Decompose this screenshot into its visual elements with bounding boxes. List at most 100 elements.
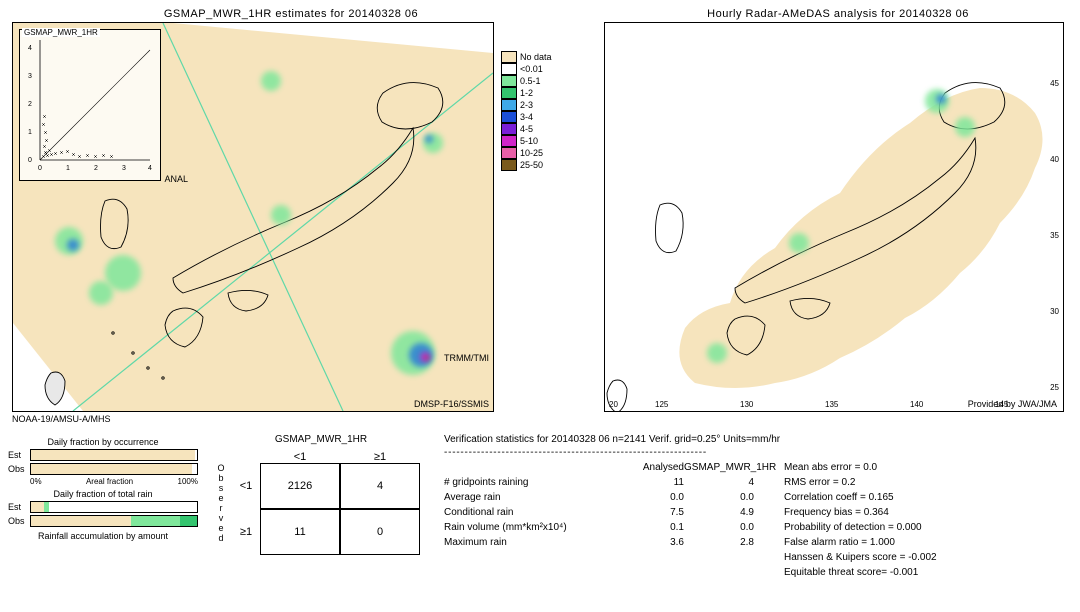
bar-segment [131, 516, 181, 526]
lon-tick: 130 [740, 400, 753, 409]
bar-tot-obs-track [30, 515, 198, 527]
bar-occ-est-fill [31, 450, 195, 460]
bar-segment [44, 502, 49, 512]
stats-cell: 4.9 [684, 507, 754, 518]
lon-tick: 135 [825, 400, 838, 409]
stats-right: Mean abs error = 0.0RMS error = 0.2Corre… [784, 462, 937, 578]
stats-cell: 3.6 [614, 537, 684, 548]
lat-tick: 40 [1050, 155, 1059, 164]
stats-table: Analysed GSMAP_MWR_1HR # gridpoints rain… [444, 462, 754, 548]
stats-header: Verification statistics for 20140328 06 … [444, 434, 1072, 445]
bar-tot-est: Est [8, 501, 198, 513]
bar-segment [31, 502, 44, 512]
ct-row1: <1 [232, 463, 260, 509]
lon-tick: 125 [655, 400, 668, 409]
stats-cell: # gridpoints raining [444, 477, 614, 488]
stats-cell: 0.0 [614, 492, 684, 503]
stats-cell: Conditional rain [444, 507, 614, 518]
svg-text:4: 4 [28, 45, 32, 52]
stats-cell: 0.0 [684, 522, 754, 533]
bar-tot-title: Daily fraction of total rain [8, 489, 198, 499]
bar-tot-obs: Obs [8, 515, 198, 527]
bar-est-label2: Est [8, 502, 30, 512]
right-map-svg [605, 23, 1063, 411]
lon-tick: 145 [995, 400, 1008, 409]
stats-block: Verification statistics for 20140328 06 … [444, 434, 1072, 578]
ct-c12: 4 [340, 463, 420, 509]
stats-col-an: Analysed [614, 462, 684, 473]
annot-trmm: TRMM/TMI [444, 353, 489, 363]
svg-text:3: 3 [122, 165, 126, 172]
ct-c22: 0 [340, 509, 420, 555]
scale-mid: Areal fraction [86, 477, 133, 486]
stats-cell: Average rain [444, 492, 614, 503]
right-map: Provided by JWA/JMA 12513013514014545403… [604, 22, 1064, 412]
scale-right: 100% [178, 477, 198, 486]
left-map-wrap: GSMAP_MWR_1HR estimates for 20140328 06 [8, 8, 574, 424]
bar-segment [31, 516, 131, 526]
stats-cell: 7.5 [614, 507, 684, 518]
stats-col-gs: GSMAP_MWR_1HR [684, 462, 754, 473]
lat-tick: 20 [609, 400, 618, 409]
stats-score: False alarm ratio = 1.000 [784, 537, 937, 548]
bars-block: Daily fraction by occurrence Est Obs 0% … [8, 434, 198, 543]
legend-item: 2-3 [501, 99, 571, 111]
stats-cell: Rain volume (mm*km²x10⁴) [444, 522, 614, 533]
svg-text:2: 2 [28, 101, 32, 108]
svg-text:1: 1 [66, 165, 70, 172]
svg-text:2: 2 [94, 165, 98, 172]
scale-left: 0% [30, 477, 42, 486]
ct-c21: 11 [260, 509, 340, 555]
ct-title: GSMAP_MWR_1HR [216, 434, 426, 445]
svg-text:1: 1 [28, 129, 32, 136]
bar-acc-title: Rainfall accumulation by amount [8, 531, 198, 541]
bar-est-label: Est [8, 450, 30, 460]
stats-cell: 0.1 [614, 522, 684, 533]
svg-text:0: 0 [28, 157, 32, 164]
legend-item: 4-5 [501, 123, 571, 135]
lat-tick: 30 [1050, 307, 1059, 316]
stats-score: Correlation coeff = 0.165 [784, 492, 937, 503]
legend-item: 10-25 [501, 147, 571, 159]
annot-noaa: NOAA-19/AMSU-A/MHS [12, 414, 574, 424]
lat-tick: 25 [1050, 383, 1059, 392]
lon-tick: 140 [910, 400, 923, 409]
stats-score: Equitable threat score= -0.001 [784, 567, 937, 578]
stats-cell: 11 [614, 477, 684, 488]
legend-item: 25-50 [501, 159, 571, 171]
inset-svg: 4 3 2 1 0 0 1 2 3 4 [20, 30, 160, 180]
lat-tick: 35 [1050, 231, 1059, 240]
stats-cell: 2.8 [684, 537, 754, 548]
svg-text:4: 4 [148, 165, 152, 172]
legend-item: 3-4 [501, 111, 571, 123]
color-legend: No data<0.010.5-11-22-33-44-55-1010-2525… [501, 51, 571, 171]
legend-item: 5-10 [501, 135, 571, 147]
stats-score: Mean abs error = 0.0 [784, 462, 937, 473]
stats-score: Frequency bias = 0.364 [784, 507, 937, 518]
legend-item: <0.01 [501, 63, 571, 75]
bottom-row: Daily fraction by occurrence Est Obs 0% … [8, 434, 1072, 578]
legend-item: No data [501, 51, 571, 63]
lat-tick: 45 [1050, 79, 1059, 88]
bar-segment [180, 516, 197, 526]
bar-scale: 0% Areal fraction 100% [30, 477, 198, 486]
ct-col1: <1 [260, 451, 340, 463]
stats-dash: - - - - - - - - - - - - - - - - - - - - … [444, 447, 1072, 458]
stats-cell: 0.0 [684, 492, 754, 503]
bar-occ-obs-fill [31, 464, 192, 474]
inset-sublabel: ANAL [164, 174, 188, 184]
ct-row2: ≥1 [232, 509, 260, 555]
bar-occ-title: Daily fraction by occurrence [8, 437, 198, 447]
stats-score: Probability of detection = 0.000 [784, 522, 937, 533]
bar-occ-obs: Obs [8, 463, 198, 475]
ct-side-label: Observed [216, 463, 226, 543]
bar-tot-est-track [30, 501, 198, 513]
ct-col2: ≥1 [340, 451, 420, 463]
legend-item: 0.5-1 [501, 75, 571, 87]
annot-dmsp: DMSP-F16/SSMIS [414, 399, 489, 409]
stats-cell: Maximum rain [444, 537, 614, 548]
bar-obs-label2: Obs [8, 516, 30, 526]
left-map: GSMAP_MWR_1HR 4 3 2 1 0 0 1 2 3 4 [12, 22, 494, 412]
left-map-title: GSMAP_MWR_1HR estimates for 20140328 06 [8, 8, 574, 20]
stats-score: Hanssen & Kuipers score = -0.002 [784, 552, 937, 563]
